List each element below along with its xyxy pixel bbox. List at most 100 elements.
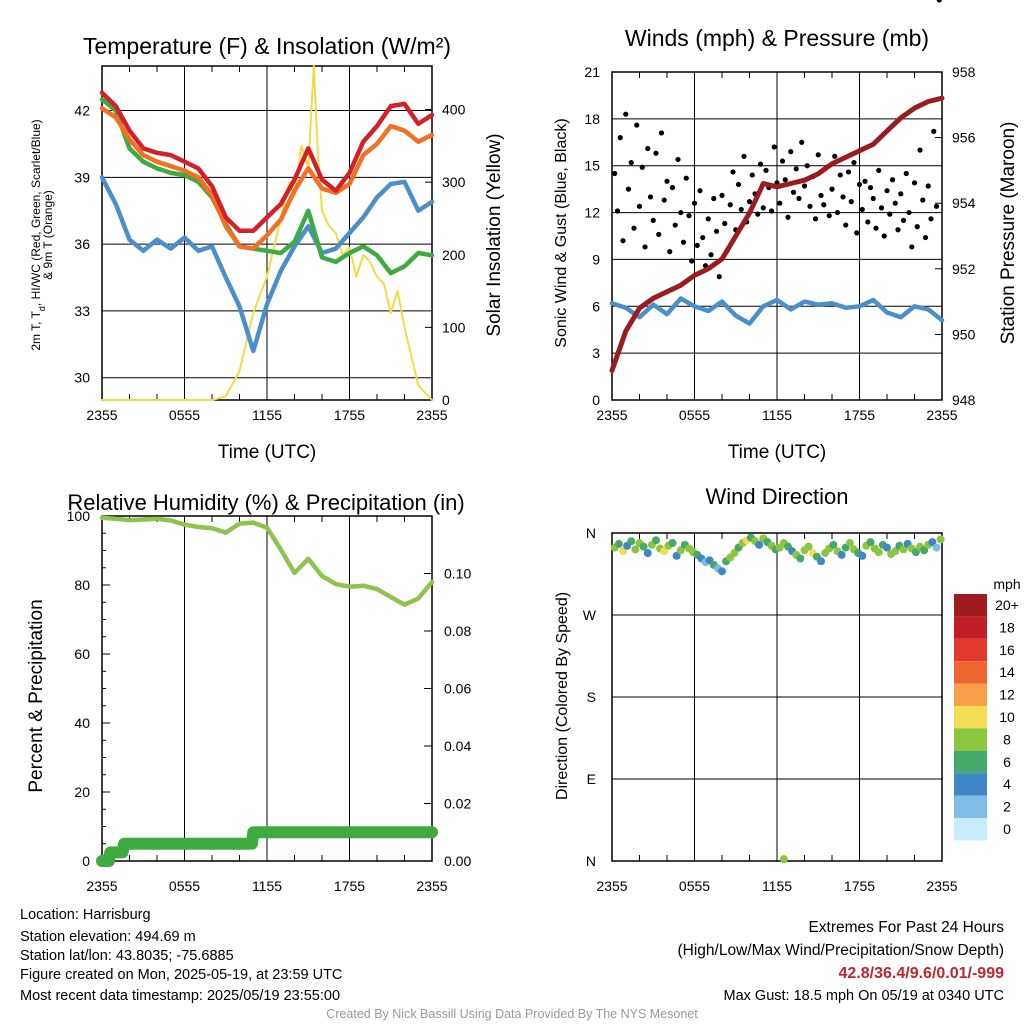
gust-point xyxy=(647,194,654,200)
gust-point xyxy=(664,178,670,184)
gust-point xyxy=(799,139,805,145)
direction-point xyxy=(660,547,669,556)
extremes-title: Extremes For Past 24 Hours xyxy=(808,919,1004,936)
x-tick-label: 1755 xyxy=(844,878,875,894)
y-tick-label: 40 xyxy=(74,715,90,731)
colorbar-swatch xyxy=(954,773,987,796)
colorbar-swatch xyxy=(954,728,987,751)
gust-point xyxy=(617,135,623,141)
gust-point xyxy=(854,230,860,236)
gust-point xyxy=(917,147,923,153)
plot-frame xyxy=(611,71,943,401)
direction-point xyxy=(614,539,623,548)
gust-point xyxy=(623,111,629,117)
gust-point xyxy=(807,203,813,209)
rh-y-label-left: Percent & Precipitation xyxy=(26,599,47,792)
gust-point xyxy=(848,199,854,205)
direction-point xyxy=(631,545,640,554)
colorbar-swatch xyxy=(954,795,987,818)
gust-point xyxy=(705,216,711,222)
plot-frame xyxy=(101,65,433,401)
y-right-tick-label: 950 xyxy=(952,326,976,342)
y-tick-label: W xyxy=(583,607,597,623)
y-tick-label: 30 xyxy=(74,370,90,386)
pressure-series xyxy=(609,95,945,373)
temp-y-label-right: Solar Insolation (Yellow) xyxy=(484,133,505,336)
x-tick-label: 0555 xyxy=(679,407,710,423)
direction-point xyxy=(932,543,941,552)
x-tick-label: 1155 xyxy=(762,407,792,423)
footer-latlon: Station lat/lon: 43.8035; -75.6885 xyxy=(20,948,234,964)
gust-point xyxy=(686,213,692,219)
gust-point xyxy=(656,231,662,238)
wind-panel: Winds (mph) & Pressure (mb) 2355 0555 1155… xyxy=(553,0,1019,463)
footer-elevation: Station elevation: 494.69 m xyxy=(20,929,196,945)
footer-created: Figure created on Mon, 2025-05-19, at 23… xyxy=(20,967,343,983)
direction-point xyxy=(755,540,764,549)
gust-point xyxy=(642,244,648,250)
temp-x-label: Time (UTC) xyxy=(218,442,317,463)
gust-point xyxy=(678,209,684,216)
gust-point xyxy=(881,233,887,239)
gust-point xyxy=(928,216,934,222)
gust-point xyxy=(631,225,637,231)
gust-point xyxy=(730,169,736,175)
gust-point xyxy=(741,153,747,159)
gust-point xyxy=(862,178,868,184)
y-right-tick-label: 0.04 xyxy=(444,738,471,754)
temp-plot-area: 2355 0555 1155 1755 2355 30 33 36 39 42 0 100 200 300… xyxy=(74,65,466,423)
direction-point xyxy=(829,540,838,549)
gust-point xyxy=(672,222,678,228)
gust-point xyxy=(661,197,667,203)
y-right-tick-label: 0.02 xyxy=(444,796,471,812)
direction-point xyxy=(672,551,681,560)
temp-2m-series xyxy=(99,90,435,234)
x-tick-label: 1755 xyxy=(844,407,875,423)
direction-point xyxy=(911,548,920,557)
direction-point xyxy=(718,567,726,576)
gust-point xyxy=(620,238,626,244)
gust-point xyxy=(856,181,863,188)
y-right-tick-label: 0.08 xyxy=(444,623,471,639)
colorbar-label: 14 xyxy=(999,664,1015,680)
extremes-subtitle: (High/Low/Max Wind/Precipitation/Snow De… xyxy=(677,942,1005,959)
colorbar-label: 4 xyxy=(1003,776,1011,792)
gust-point xyxy=(887,211,893,217)
x-tick-label: 1755 xyxy=(334,407,365,423)
colorbar-swatch xyxy=(954,683,987,706)
gust-point xyxy=(818,192,824,198)
y-tick-label: 18 xyxy=(584,111,600,127)
y-tick-label: 12 xyxy=(584,205,600,221)
y-tick-label: 3 xyxy=(592,345,600,361)
extremes-values: 42.8/36.4/9.6/0.01/-999 xyxy=(838,965,1004,982)
gust-point xyxy=(777,200,783,206)
svg-text:& 9m T (Orange): & 9m T (Orange) xyxy=(41,190,55,280)
gust-point xyxy=(694,242,700,248)
direction-point xyxy=(668,539,677,548)
x-tick-label: 2355 xyxy=(86,878,117,894)
gust-point xyxy=(675,156,681,163)
gust-point xyxy=(645,145,651,152)
x-tick-label: 2355 xyxy=(926,407,957,423)
gust-point xyxy=(845,169,852,175)
credit-line: Created By Nick Bassill Using Data Provi… xyxy=(326,1007,698,1021)
direction-point xyxy=(627,537,636,546)
gust-point xyxy=(735,181,742,188)
gust-point xyxy=(788,149,794,155)
footer-location: Location: Harrisburg xyxy=(20,907,151,923)
gust-point xyxy=(790,189,797,195)
svg-text:2m T, Td, HI/WC (Red, Green, S: 2m T, Td, HI/WC (Red, Green, Scarlet/Blu… xyxy=(29,119,47,350)
x-tick-label: 0555 xyxy=(169,407,200,423)
gust-point xyxy=(933,203,940,209)
x-tick-label: 2355 xyxy=(416,407,447,423)
y-tick-label: 0 xyxy=(592,392,600,408)
gust-point xyxy=(680,239,687,245)
y-right-tick-label: 956 xyxy=(952,130,976,146)
direction-point xyxy=(730,549,739,558)
gust-point xyxy=(898,191,904,197)
wind-x-label: Time (UTC) xyxy=(728,442,827,463)
gust-point xyxy=(749,172,755,178)
y-right-tick-label: 300 xyxy=(442,174,466,190)
direction-point xyxy=(676,546,685,555)
y-tick-label: 36 xyxy=(74,236,90,252)
